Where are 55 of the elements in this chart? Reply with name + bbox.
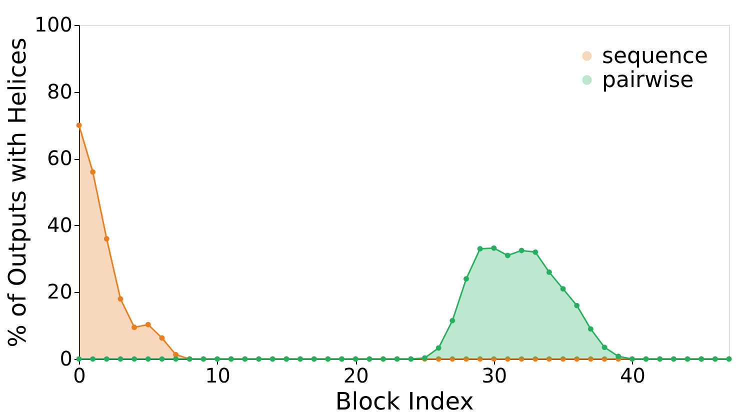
point [463, 356, 469, 362]
point [132, 356, 138, 362]
point [602, 356, 608, 362]
y-axis-title: % of Outputs with Helices [3, 38, 32, 348]
y-tick-label: 60 [47, 146, 72, 170]
legend-label: sequence [602, 44, 708, 69]
point [145, 356, 151, 362]
point [90, 356, 96, 362]
x-axis-title: Block Index [335, 388, 474, 416]
point [588, 356, 594, 362]
point [76, 122, 82, 128]
point [104, 236, 110, 242]
point [588, 326, 594, 332]
point [560, 356, 566, 362]
y-tick-label: 20 [47, 280, 72, 304]
point [477, 356, 483, 362]
point [145, 322, 151, 328]
point [436, 345, 442, 351]
point [104, 356, 110, 362]
point [173, 356, 179, 362]
point [118, 296, 124, 302]
point [546, 269, 552, 275]
point [450, 318, 456, 324]
point [436, 356, 442, 362]
point [546, 356, 552, 362]
point [504, 356, 510, 362]
x-tick-label: 10 [205, 364, 231, 388]
point [118, 356, 124, 362]
point [602, 344, 608, 350]
point [518, 248, 524, 254]
point [616, 354, 622, 360]
point [560, 286, 566, 292]
point [518, 356, 524, 362]
point [574, 356, 580, 362]
point [532, 356, 538, 362]
point [504, 252, 510, 258]
x-tick-label: 30 [482, 364, 508, 388]
point [132, 324, 138, 330]
point [491, 356, 497, 362]
y-tick-label: 40 [47, 212, 72, 237]
legend-label: pairwise [602, 68, 694, 93]
y-tick-label: 80 [47, 79, 72, 104]
point [574, 302, 580, 308]
point [90, 169, 96, 175]
point [463, 276, 469, 282]
y-tick-label: 0 [60, 346, 72, 370]
point [450, 356, 456, 362]
x-tick-label: 40 [620, 364, 646, 388]
x-tick-label: 20 [343, 364, 369, 388]
point [159, 356, 165, 362]
point [491, 245, 497, 251]
point [532, 249, 538, 255]
point [159, 335, 165, 341]
point [477, 246, 483, 252]
y-tick-label: 100 [34, 12, 72, 36]
